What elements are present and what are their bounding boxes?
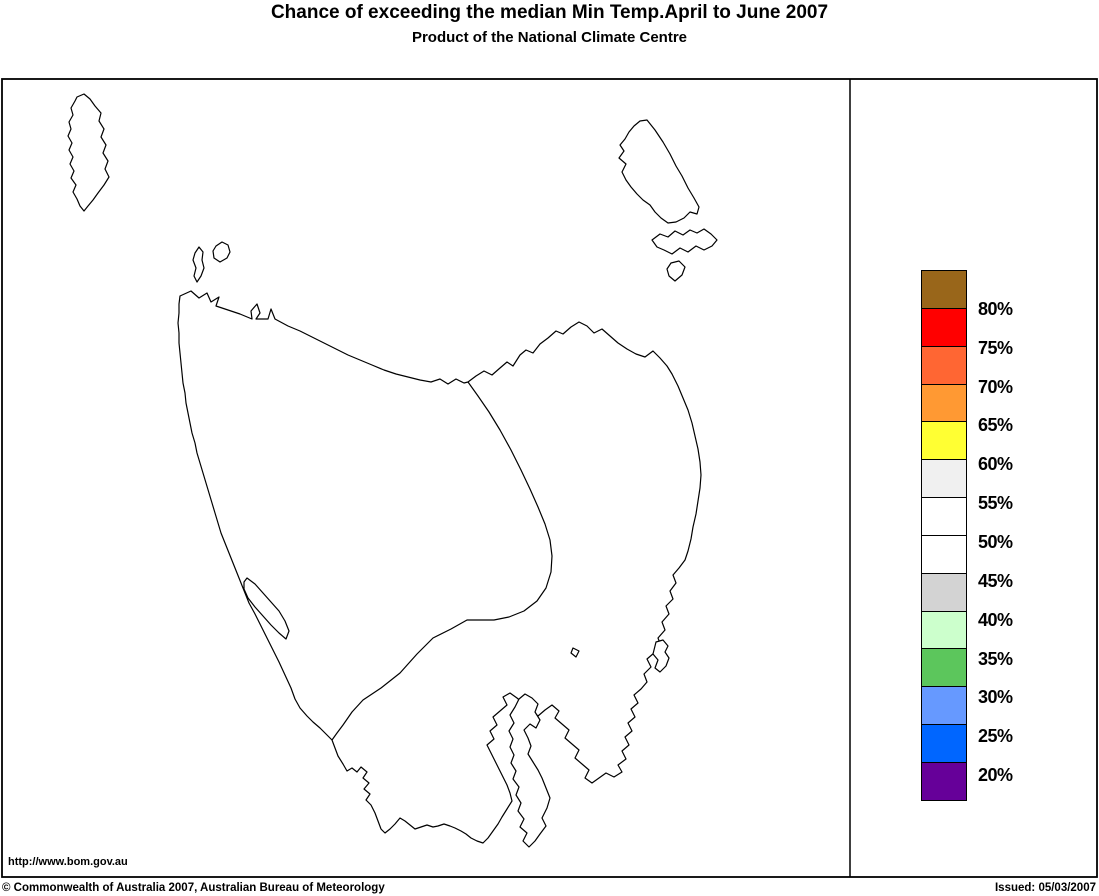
legend-color-swatch (921, 497, 967, 536)
legend-color-swatch (921, 648, 967, 688)
legend-color-swatch (921, 534, 967, 574)
legend-label: 20% (978, 765, 1013, 786)
tasmania-outline (177, 290, 702, 844)
legend-color-swatch (921, 724, 967, 763)
legend-label: 50% (978, 532, 1013, 552)
legend-label: 55% (978, 493, 1013, 514)
macquarie-harbour-outline (243, 577, 290, 640)
legend-label: 60% (978, 454, 1013, 475)
storm-bay-islet (570, 647, 580, 658)
legend-color-swatch (921, 307, 967, 347)
legend-label: 70% (978, 376, 1013, 397)
legend-color-swatch (921, 345, 967, 385)
legend-label: 65% (978, 415, 1013, 436)
legend-color-swatch (921, 270, 967, 309)
legend-color-swatch (921, 572, 967, 612)
legend-color-swatch (921, 610, 967, 650)
legend-label: 75% (978, 337, 1013, 358)
bom-url-label: http://www.bom.gov.au (8, 856, 128, 868)
legend-label: 25% (978, 726, 1013, 747)
three-hummock-island (212, 241, 231, 263)
issued-date-text: Issued: 05/03/2007 (994, 882, 1096, 894)
page-title: Chance of exceeding the median Min Temp.… (270, 2, 829, 23)
legend-color-swatch (921, 459, 967, 499)
legend-color-swatch (921, 421, 967, 461)
probability-contour-line (331, 381, 553, 741)
legend-color-swatch (921, 761, 967, 801)
cape-barren-island (651, 228, 718, 255)
king-island (67, 93, 110, 212)
map-frame (1, 78, 1098, 878)
copyright-text: © Commonwealth of Australia 2007, Austra… (2, 882, 385, 894)
legend-label: 80% (978, 298, 1013, 319)
legend-label: 40% (978, 609, 1013, 630)
legend-color-swatch (921, 686, 967, 726)
legend-label: 30% (978, 687, 1013, 708)
maria-island (652, 639, 670, 673)
clarke-island (666, 260, 686, 282)
flinders-island (618, 119, 700, 224)
legend-color-scale (921, 270, 967, 801)
page-subtitle: Product of the National Climate Centre (411, 29, 688, 46)
bruny-island (508, 693, 551, 848)
legend-color-swatch (921, 383, 967, 423)
legend-label: 45% (978, 570, 1013, 591)
hunter-island (192, 246, 205, 283)
legend-label: 35% (978, 648, 1013, 669)
